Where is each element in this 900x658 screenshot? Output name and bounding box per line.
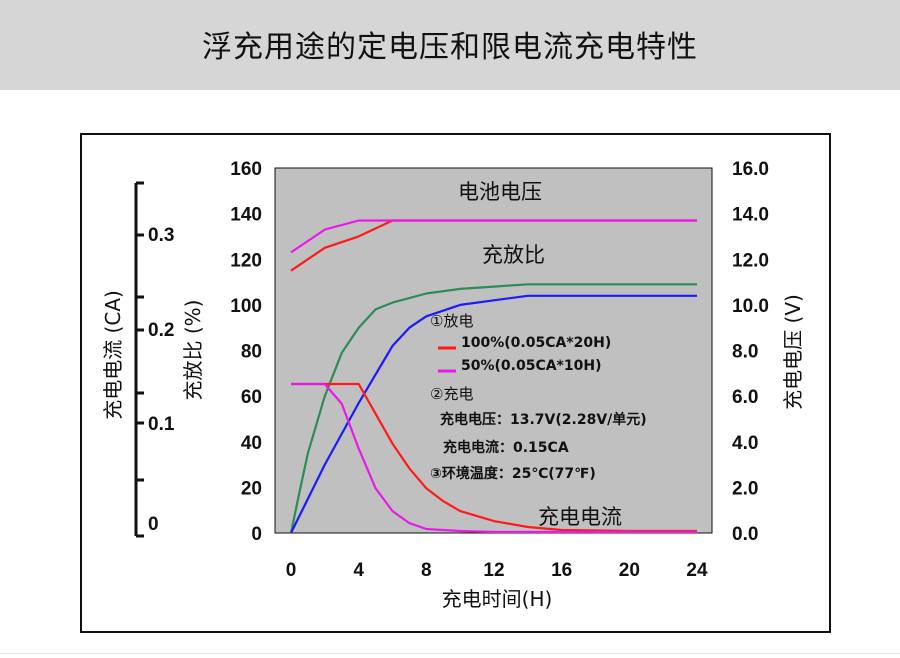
ca-tick-label: 0.2 (148, 320, 174, 341)
curve-label-voltage: 电池电压 (458, 180, 542, 204)
series-line-4 (291, 382, 697, 533)
x-tick-label: 20 (619, 560, 640, 581)
legend-label-50: 50%(0.05CA*10H) (461, 358, 601, 374)
y-right-tick-label: 0.0 (732, 524, 758, 545)
y-right-tick-label: 12.0 (732, 250, 769, 271)
y-left-tick-label: 80 (241, 342, 262, 363)
annotation-charge: ②充电 (430, 385, 473, 403)
legend-label-100: 100%(0.05CA*20H) (461, 335, 611, 351)
ca-tick-label: 0.3 (148, 225, 174, 246)
y-left-tick-label: 40 (241, 433, 262, 454)
y-left-tick-label: 100 (230, 296, 262, 317)
x-tick-label: 12 (483, 560, 504, 581)
y-left-tick-label: 60 (241, 387, 262, 408)
x-tick-label: 8 (421, 560, 432, 581)
y-left-tick-label: 160 (230, 159, 262, 180)
y-left-axis-title: 充放比 (%) (181, 300, 205, 401)
annotation-current: 充电电流：0.15CA (443, 439, 569, 456)
annotation-voltage: 充电电压：13.7V(2.28V/单元) (440, 411, 647, 428)
x-tick-label: 0 (286, 560, 297, 581)
x-axis-title: 充电时间(H) (442, 587, 553, 611)
y-right-tick-label: 2.0 (732, 478, 758, 499)
y-outer-axis-title: 充电电流 (CA) (101, 290, 125, 420)
plot-area (274, 167, 713, 534)
y-left-tick-label: 120 (230, 250, 262, 271)
page-title: 浮充用途的定电压和限电流充电特性 (202, 30, 698, 65)
y-right-tick-label: 10.0 (732, 296, 769, 317)
series-line-2 (289, 283, 697, 534)
series-line-1 (290, 219, 697, 254)
series-line-5 (291, 382, 697, 534)
annotation-discharge: ①放电 (430, 312, 473, 330)
x-tick-label: 24 (686, 560, 708, 581)
curve-label-current: 充电电流 (538, 505, 622, 529)
y-left-tick-label: 0 (251, 524, 262, 545)
ca-tick-label: 0.1 (148, 414, 175, 435)
divider (0, 653, 900, 654)
y-right-tick-label: 16.0 (732, 159, 769, 180)
x-tick-label: 4 (353, 560, 364, 581)
y-right-tick-label: 6.0 (732, 387, 758, 408)
curve-label-ratio: 充放比 (482, 243, 545, 267)
title-banner: 浮充用途的定电压和限电流充电特性 (0, 0, 900, 90)
x-tick-label: 16 (551, 560, 572, 581)
y-right-tick-label: 4.0 (732, 433, 758, 454)
annotation-temp: ③环境温度：25℃(77℉) (430, 465, 596, 482)
y-right-tick-label: 14.0 (732, 205, 769, 226)
y-left-tick-label: 140 (230, 205, 262, 226)
series-line-3 (290, 294, 697, 534)
y-right-tick-label: 8.0 (732, 342, 758, 363)
ca-tick-label: 0 (148, 514, 159, 535)
y-right-axis-title: 充电电压 (V) (781, 294, 805, 410)
y-left-tick-label: 20 (241, 478, 262, 499)
